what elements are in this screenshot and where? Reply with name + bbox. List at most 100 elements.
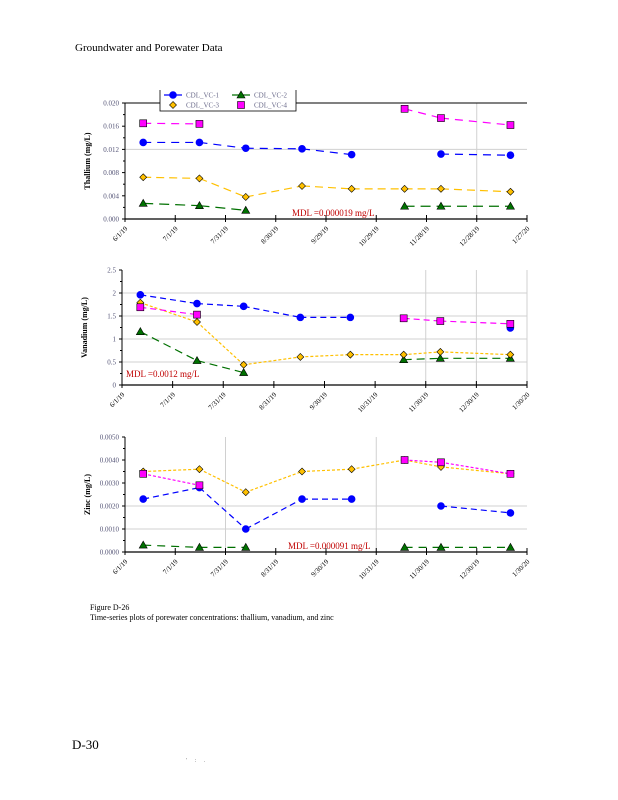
x-tick-label: 6/1/19: [108, 390, 127, 409]
x-tick-label: 11/30/19: [407, 390, 430, 413]
series-line-segment: [243, 356, 301, 366]
x-tick-label: 12/30/19: [458, 390, 482, 414]
data-point-circle: [139, 138, 147, 147]
data-point-circle: [437, 502, 445, 510]
series-line-segment: [404, 459, 442, 468]
y-tick-label: 0.5: [107, 359, 116, 367]
y-tick-label: 0.020: [103, 100, 119, 108]
figure-caption-block: Figure D-26 Time-series plots of porewat…: [90, 603, 334, 623]
data-point-circle: [506, 509, 515, 517]
x-tick-label: 10/31/19: [357, 557, 381, 581]
data-point-diamond: [298, 467, 306, 476]
y-tick-label: 0.0020: [100, 503, 120, 511]
data-point-diamond: [169, 101, 177, 109]
series-line-segment: [403, 357, 441, 361]
data-point-triangle: [236, 90, 246, 99]
y-tick-label: 0.0010: [100, 526, 120, 534]
series-line-segment: [143, 487, 200, 500]
y-tick-label: 2: [113, 290, 117, 298]
series-line-segment: [143, 473, 200, 486]
series-line-segment: [301, 468, 352, 473]
data-point-square: [436, 317, 445, 325]
data-point-circle: [139, 495, 147, 503]
data-point-diamond: [346, 350, 355, 359]
data-point-circle: [239, 302, 248, 311]
series-line-segment: [245, 147, 303, 150]
series-line-segment: [404, 108, 442, 119]
series-line-segment: [440, 505, 511, 514]
y-tick-label: 0.012: [103, 146, 119, 154]
x-tick-label: 9/30/19: [308, 390, 329, 411]
y-tick-label: 1: [113, 336, 117, 344]
data-point-square: [506, 320, 515, 328]
data-point-diamond: [347, 465, 356, 474]
data-point-diamond: [139, 173, 148, 182]
series-cdl-vc-4: [139, 456, 515, 490]
series-cdl-vc-3: [139, 456, 515, 497]
data-point-square: [400, 105, 409, 113]
gridlines: [125, 103, 527, 219]
data-point-triangle: [435, 353, 445, 362]
data-point-circle: [136, 291, 145, 299]
data-point-diamond: [296, 353, 305, 361]
data-point-triangle: [239, 367, 249, 376]
data-point-square: [237, 101, 245, 109]
data-point-circle: [169, 91, 177, 99]
data-point-circle: [347, 495, 356, 503]
data-point-circle: [195, 138, 204, 147]
x-tick-label: 10/31/19: [356, 390, 380, 414]
legend-label: CDL_VC-1: [186, 92, 220, 100]
data-point-circle: [296, 313, 305, 322]
series-line-segment: [440, 117, 511, 126]
series-cdl-vc-2: [138, 198, 515, 214]
data-point-circle: [298, 495, 306, 503]
data-point-triangle: [241, 542, 251, 551]
data-point-triangle: [138, 540, 148, 549]
data-point-diamond: [506, 350, 515, 359]
x-tick-label: 1/30/20: [511, 557, 532, 578]
series-line-segment: [140, 294, 198, 305]
x-tick-label: 9/30/19: [310, 557, 331, 578]
data-point-diamond: [195, 465, 204, 474]
series-line-segment: [199, 205, 246, 211]
data-point-square: [136, 303, 145, 312]
data-point-circle: [241, 144, 250, 153]
y-tick-label: 0.004: [103, 192, 119, 200]
data-point-triangle: [400, 201, 410, 210]
zinc-chart: 0.0000 0.0010 0.0020 0.0030 0.0040 0.0050 Zinc…: [83, 434, 532, 582]
x-tick-label: 7/1/19: [161, 557, 180, 576]
x-tick-label: 12/30/19: [458, 557, 482, 581]
legend: CDL_VC-1 CDL_VC-2 CDL_VC-3 CDL_VC-4: [159, 90, 297, 112]
data-point-triangle: [505, 201, 515, 210]
footer-mark: ' : .: [186, 758, 209, 764]
page-number: D-30: [72, 737, 99, 752]
series-line-segment: [143, 468, 200, 473]
legend-box: [159, 90, 297, 112]
x-tick-label: 1/27/20: [511, 224, 532, 245]
series-line-segment: [440, 188, 511, 193]
series-line-segment: [300, 354, 351, 358]
gridlines: [122, 270, 528, 385]
data-point-diamond: [437, 184, 445, 193]
series-cdl-vc-1: [139, 483, 515, 533]
data-point-diamond: [193, 318, 201, 326]
series-line-segment: [440, 320, 511, 325]
legend-label: CDL_VC-4: [254, 102, 288, 110]
figure-caption: Time-series plots of porewater concentra…: [90, 613, 334, 622]
data-point-square: [399, 314, 408, 323]
data-point-circle: [241, 525, 250, 533]
data-point-triangle: [241, 205, 251, 214]
series-line-segment: [245, 470, 303, 493]
x-tick-label: 7/31/19: [209, 224, 230, 245]
series-line-segment: [140, 306, 198, 316]
series-line-segment: [196, 360, 244, 374]
data-point-circle: [437, 150, 445, 158]
series-line-segment: [403, 317, 441, 322]
data-point-triangle: [400, 542, 410, 551]
series-line-segment: [143, 122, 200, 125]
data-point-square: [139, 469, 147, 478]
data-point-triangle: [436, 201, 446, 210]
gridlines: [125, 437, 527, 552]
series-cdl-vc-1: [139, 138, 515, 159]
x-tick-label: 10/29/19: [357, 224, 381, 248]
